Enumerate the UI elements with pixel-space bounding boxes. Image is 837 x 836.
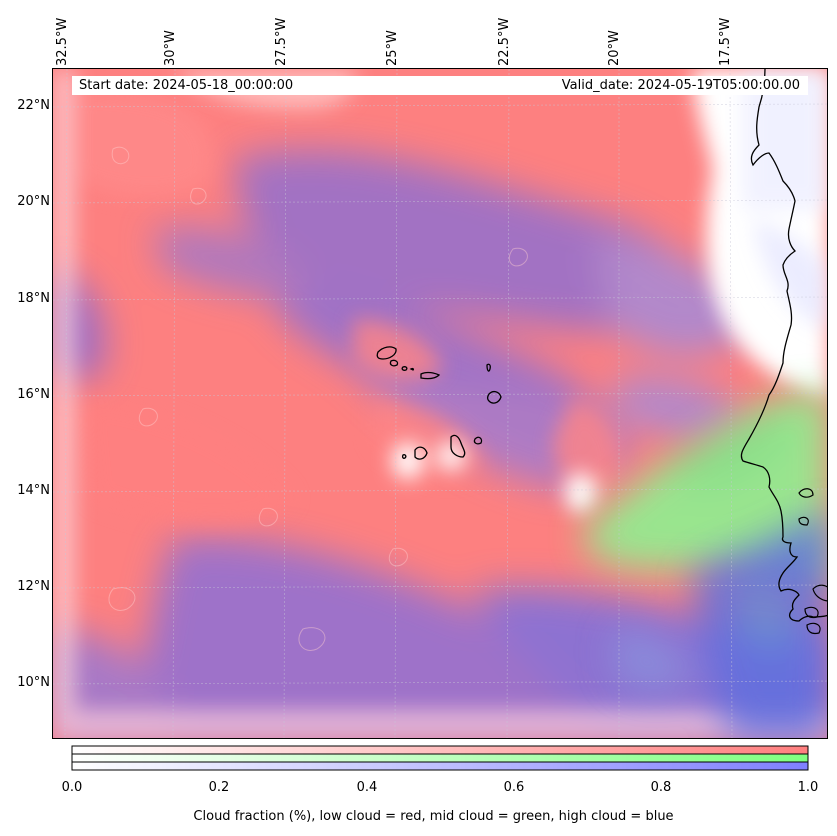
- lat-label-22n: 22°N: [17, 98, 50, 113]
- africa-coastline: [740, 69, 827, 622]
- lon-label-17-5w: 17.5°W: [718, 17, 733, 66]
- colorbar-tick-0-2: 0.2: [208, 780, 230, 795]
- gambia-senegal-coast: [798, 488, 827, 635]
- lat-label-14n: 14°N: [17, 483, 50, 498]
- cape-verde-islands: [376, 346, 502, 460]
- date-info-box: Start date: 2024-05-18_00:00:00 Valid_da…: [72, 76, 808, 95]
- gridlines: [53, 69, 827, 738]
- lon-label-20w: 20°W: [607, 30, 622, 66]
- lon-label-32-5w: 32.5°W: [55, 17, 70, 66]
- colorbar-mid-cloud: [71, 753, 809, 763]
- start-date-label: Start date: 2024-05-18_00:00:00: [79, 78, 294, 93]
- cloud-fraction-map: [52, 68, 828, 739]
- lat-label-16n: 16°N: [17, 387, 50, 402]
- mid-cloud-layer: [583, 389, 827, 589]
- colorbar-tick-1-0: 1.0: [797, 780, 819, 795]
- contour-speckles: [108, 146, 528, 651]
- lon-label-27-5w: 27.5°W: [274, 17, 289, 66]
- lat-label-18n: 18°N: [17, 291, 50, 306]
- colorbar-high-cloud: [71, 761, 809, 771]
- colorbar-tick-0-8: 0.8: [650, 780, 672, 795]
- lat-label-20n: 20°N: [17, 194, 50, 209]
- lon-label-30w: 30°W: [163, 30, 178, 66]
- lon-label-22-5w: 22.5°W: [497, 17, 512, 66]
- lat-label-12n: 12°N: [17, 579, 50, 594]
- colorbar-tick-0-6: 0.6: [503, 780, 525, 795]
- lon-label-25w: 25°W: [385, 30, 400, 66]
- colorbar-title: Cloud fraction (%), low cloud = red, mid…: [193, 809, 674, 824]
- colorbar-tick-0-4: 0.4: [356, 780, 378, 795]
- valid-date-label: Valid_date: 2024-05-19T05:00:00.00: [561, 78, 800, 93]
- colorbar: [71, 745, 809, 772]
- lat-label-10n: 10°N: [17, 675, 50, 690]
- colorbar-low-cloud: [71, 745, 809, 755]
- edge-fade: [53, 69, 827, 738]
- colorbar-tick-0: 0.0: [61, 780, 83, 795]
